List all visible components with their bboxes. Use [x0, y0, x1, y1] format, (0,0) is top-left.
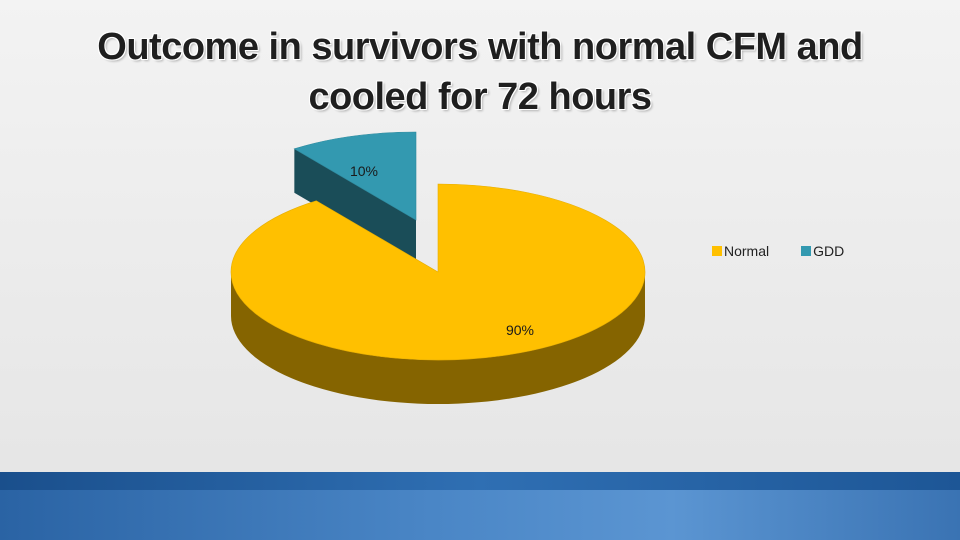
legend-label-normal: Normal [724, 243, 770, 259]
pie-back-layer [293, 131, 417, 264]
footer-band-dark [0, 472, 960, 490]
data-label-gdd: 10% [350, 163, 378, 179]
slice-normal-top [230, 183, 646, 361]
slice-gdd-cut-face-start [294, 148, 416, 264]
legend-item-normal: Normal [712, 243, 769, 259]
slide-title: Outcome in survivors with normal CFM and… [60, 22, 900, 122]
chart-legend: Normal GDD [712, 243, 844, 259]
legend-swatch-gdd [801, 246, 812, 256]
footer-band-light [0, 490, 960, 540]
data-label-normal: 90% [506, 322, 534, 338]
legend-label-gdd: GDD [813, 243, 845, 259]
slide-title-line-2: cooled for 72 hours [308, 76, 652, 118]
legend-item-gdd: GDD [801, 243, 844, 259]
legend-swatch-normal [712, 246, 722, 256]
slice-gdd-top [293, 131, 417, 221]
pie-front-layer [230, 183, 646, 404]
slice-normal-side [231, 272, 645, 404]
pie-chart: 90% 10% [230, 131, 646, 404]
slide-title-line-1: Outcome in survivors with normal CFM and [97, 26, 863, 68]
